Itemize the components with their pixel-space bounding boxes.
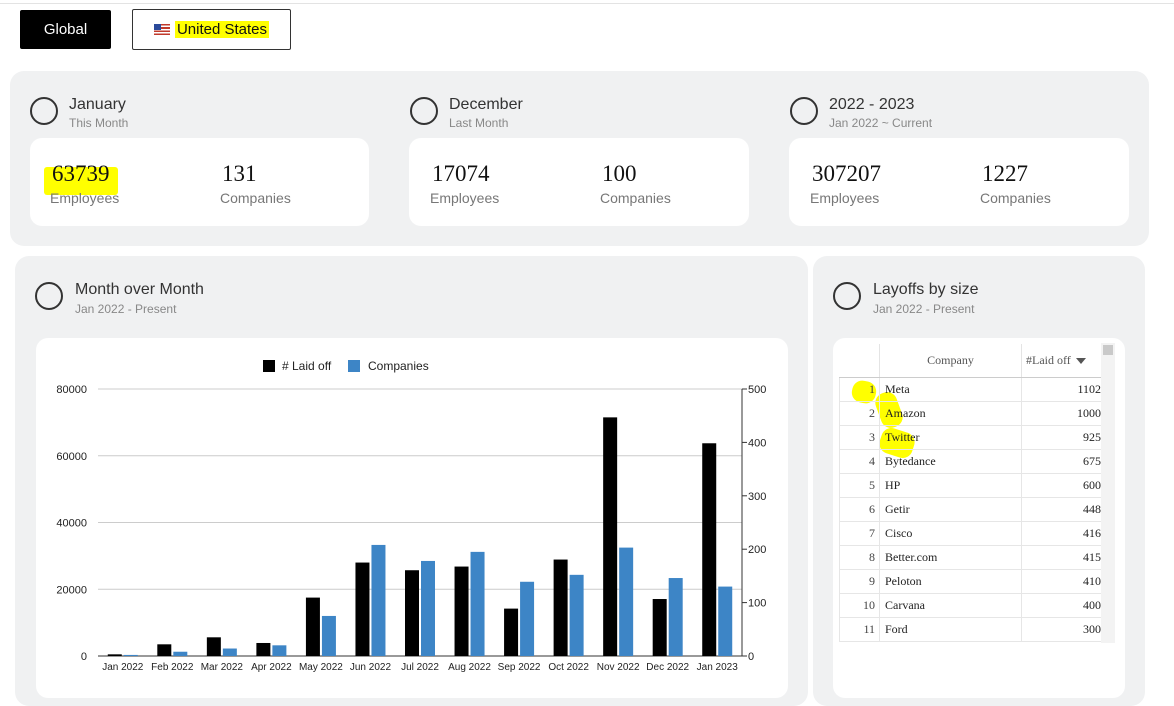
company-cell: Bytedance: [879, 449, 1022, 474]
table-row[interactable]: 9 Peloton 4100: [839, 569, 1111, 594]
company-cell: Ford: [879, 617, 1022, 642]
company-cell: Meta: [879, 377, 1022, 402]
laid-off-cell: 6000: [1021, 473, 1111, 498]
layoffs-table: Company #Laid off 1 Meta 11025 2 Amazon 10000…: [839, 344, 1111, 642]
table-row[interactable]: 8 Better.com 4150: [839, 545, 1111, 570]
rank-column-header: [839, 344, 880, 378]
december-title: December: [449, 96, 523, 113]
rank-cell: 10: [839, 593, 880, 618]
company-cell: Better.com: [879, 545, 1022, 570]
period-companies-label: Companies: [980, 190, 1051, 206]
laid-off-column-header[interactable]: #Laid off: [1021, 344, 1111, 378]
period-circle-icon: [790, 97, 818, 125]
laid-off-cell: 4100: [1021, 569, 1111, 594]
chart-container: [36, 338, 788, 698]
rank-cell: 3: [839, 425, 880, 450]
layoffs-title: Layoffs by size: [873, 281, 979, 298]
december-employees-value: 17074: [432, 161, 490, 186]
company-cell: HP: [879, 473, 1022, 498]
company-cell: Getir: [879, 497, 1022, 522]
company-cell: Cisco: [879, 521, 1022, 546]
laid-off-cell: 4165: [1021, 521, 1111, 546]
company-cell: Peloton: [879, 569, 1022, 594]
layoffs-circle-icon: [833, 282, 861, 310]
rank-cell: 4: [839, 449, 880, 474]
company-cell: Twitter: [879, 425, 1022, 450]
table-row[interactable]: 4 Bytedance 6750: [839, 449, 1111, 474]
january-title: January: [69, 96, 126, 113]
january-companies-value: 131: [222, 161, 257, 186]
december-companies-label: Companies: [600, 190, 671, 206]
global-filter-label: Global: [43, 21, 88, 38]
month-over-month-subtitle: Jan 2022 - Present: [75, 302, 177, 316]
global-filter-button[interactable]: Global: [20, 10, 111, 49]
rank-cell: 8: [839, 545, 880, 570]
table-row[interactable]: 7 Cisco 4165: [839, 521, 1111, 546]
december-subtitle: Last Month: [449, 116, 509, 130]
january-employees-label: Employees: [50, 190, 120, 206]
month-over-month-title: Month over Month: [75, 281, 204, 298]
company-cell: Amazon: [879, 401, 1022, 426]
laid-off-header-label: #Laid off: [1026, 353, 1071, 367]
january-subtitle: This Month: [69, 116, 129, 130]
laid-off-cell: 4150: [1021, 545, 1111, 570]
sort-descending-icon: [1075, 358, 1086, 365]
rank-cell: 5: [839, 473, 880, 498]
december-stats-card: [409, 138, 749, 226]
table-header-row: Company #Laid off: [839, 344, 1111, 378]
company-column-header[interactable]: Company: [879, 344, 1022, 378]
layoffs-subtitle: Jan 2022 - Present: [873, 302, 975, 316]
top-divider: [0, 3, 1174, 4]
period-stats-card: [789, 138, 1129, 226]
rank-cell: 1: [839, 377, 880, 402]
december-circle-icon: [410, 97, 438, 125]
scrollbar-thumb[interactable]: [1103, 345, 1113, 355]
company-header-label: Company: [927, 353, 974, 367]
table-row[interactable]: 5 HP 6000: [839, 473, 1111, 498]
table-row[interactable]: 6 Getir 4480: [839, 497, 1111, 522]
period-companies-value: 1227: [982, 161, 1028, 186]
january-employees-value: 63739: [52, 161, 110, 186]
january-circle-icon: [30, 97, 58, 125]
laid-off-cell: 9250: [1021, 425, 1111, 450]
us-flag-icon: [153, 24, 170, 35]
table-row[interactable]: 1 Meta 11025: [839, 377, 1111, 402]
rank-cell: 6: [839, 497, 880, 522]
period-title: 2022 - 2023: [829, 96, 915, 113]
period-employees-value: 307207: [812, 161, 881, 186]
rank-cell: 2: [839, 401, 880, 426]
table-row[interactable]: 11 Ford 3000: [839, 617, 1111, 642]
laid-off-cell: 6750: [1021, 449, 1111, 474]
laid-off-cell: 11025: [1021, 377, 1111, 402]
december-employees-label: Employees: [430, 190, 500, 206]
laid-off-cell: 4000: [1021, 593, 1111, 618]
table-row[interactable]: 10 Carvana 4000: [839, 593, 1111, 618]
table-scrollbar[interactable]: [1101, 343, 1115, 643]
december-companies-value: 100: [602, 161, 637, 186]
rank-cell: 9: [839, 569, 880, 594]
month-over-month-circle-icon: [35, 282, 63, 310]
period-subtitle: Jan 2022 ~ Current: [829, 116, 933, 130]
table-row[interactable]: 3 Twitter 9250: [839, 425, 1111, 450]
united-states-filter-label: United States: [174, 21, 270, 38]
laid-off-cell: 10000: [1021, 401, 1111, 426]
table-row[interactable]: 2 Amazon 10000: [839, 401, 1111, 426]
laid-off-cell: 4480: [1021, 497, 1111, 522]
rank-cell: 7: [839, 521, 880, 546]
united-states-filter-button[interactable]: United States: [132, 9, 291, 50]
january-companies-label: Companies: [220, 190, 291, 206]
highlight-mark: [44, 167, 118, 195]
rank-cell: 11: [839, 617, 880, 642]
laid-off-cell: 3000: [1021, 617, 1111, 642]
company-cell: Carvana: [879, 593, 1022, 618]
period-employees-label: Employees: [810, 190, 880, 206]
